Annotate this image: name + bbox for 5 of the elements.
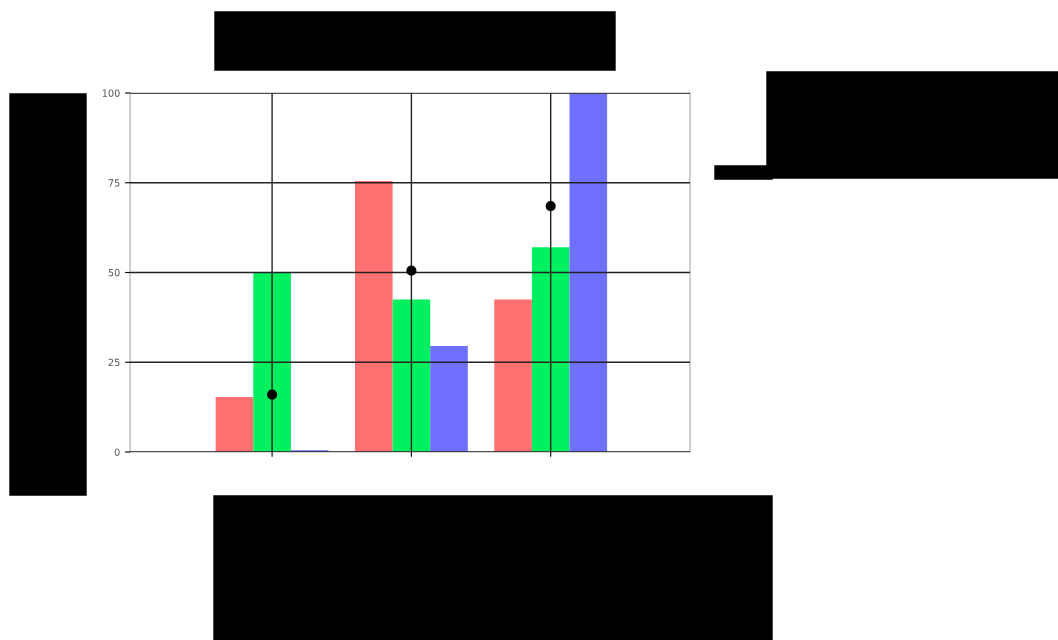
y-tick-label: 50 bbox=[108, 268, 120, 277]
y-tick-label: 75 bbox=[108, 179, 120, 187]
y-tick-label: 0 bbox=[114, 448, 120, 456]
y-tick-label: 25 bbox=[108, 358, 120, 367]
y-tick-label: 100 bbox=[102, 89, 120, 97]
